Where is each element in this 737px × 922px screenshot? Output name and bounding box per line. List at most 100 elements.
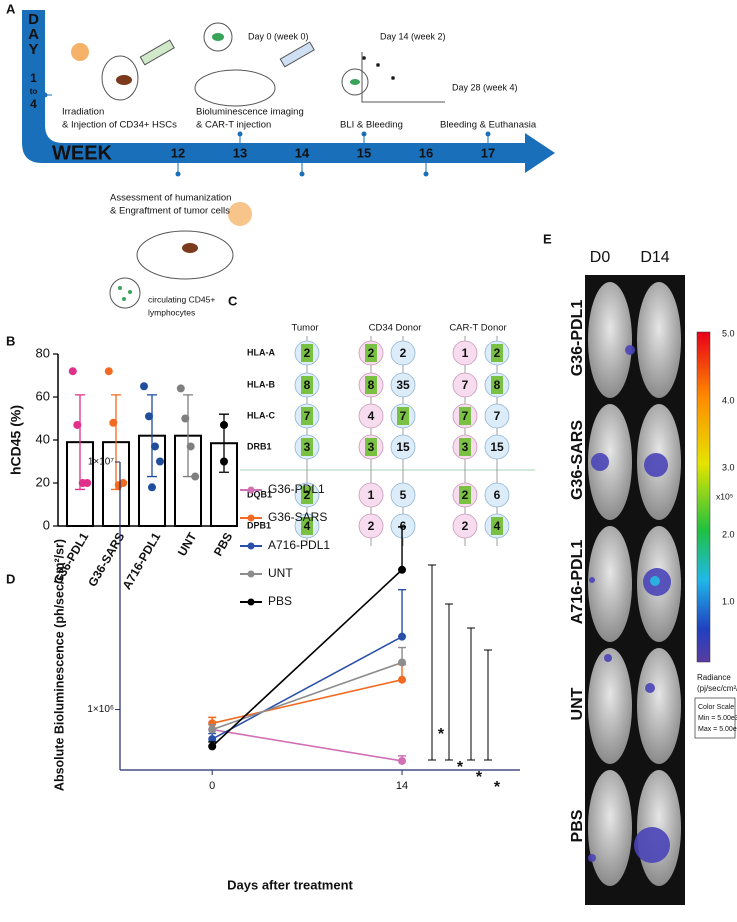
group-label: G36-PDL1 xyxy=(569,300,586,377)
data-point xyxy=(398,632,407,641)
data-point xyxy=(398,756,407,765)
colorbar-tick-label: 3.0 xyxy=(722,462,735,472)
data-point xyxy=(186,442,195,451)
allele: 2 xyxy=(304,488,311,502)
match-highlight xyxy=(301,407,313,425)
group-label: PBS xyxy=(569,809,586,842)
week-number: 17 xyxy=(481,145,495,160)
week-number: 13 xyxy=(233,145,247,160)
allele: 7 xyxy=(494,409,501,423)
bar xyxy=(210,442,238,528)
week-dot xyxy=(423,171,429,177)
allele-circle xyxy=(452,340,478,366)
series-line xyxy=(211,569,403,747)
data-point xyxy=(220,457,228,466)
row-label: DPB1 xyxy=(247,520,271,530)
data-point xyxy=(208,719,217,728)
match-highlight xyxy=(491,344,503,362)
match-highlight xyxy=(491,517,503,535)
significance-bracket xyxy=(467,627,475,761)
allele: 7 xyxy=(400,409,407,423)
row-label: DQB1 xyxy=(247,489,272,499)
allele: 4 xyxy=(304,519,311,533)
event-text: & CAR-T injection xyxy=(196,120,271,131)
allele: 2 xyxy=(462,519,469,533)
mouse xyxy=(588,770,632,886)
y-tick-label: 80 xyxy=(36,345,50,360)
column-header: CD34 Donor xyxy=(369,323,422,334)
mouse xyxy=(588,526,632,642)
bli-day: Day 0 (week 0) xyxy=(248,31,309,41)
event-text: lymphocytes xyxy=(148,307,195,317)
significance-star: * xyxy=(476,769,483,786)
match-highlight xyxy=(301,486,313,504)
day-letter: A xyxy=(28,26,39,43)
group-label: A716-PDL1 xyxy=(569,540,586,625)
day-range: 1 xyxy=(30,71,37,85)
panel-label: E xyxy=(543,231,552,246)
illustrations xyxy=(71,22,445,309)
y-axis-label: Absolute Bioluminescence (ph/sec/cm²/sr) xyxy=(52,539,66,791)
mouse xyxy=(588,404,632,520)
y-tick-label: 40 xyxy=(36,431,50,446)
allele: 4 xyxy=(368,409,375,423)
color-bar xyxy=(696,331,711,663)
series-line xyxy=(211,661,403,731)
mouse xyxy=(588,648,632,764)
allele: 7 xyxy=(304,409,311,423)
allele-circle xyxy=(390,482,416,508)
colorbar-tick-label: 2.0 xyxy=(722,529,735,539)
error-bar xyxy=(111,394,121,491)
x-tick-label: UNT xyxy=(175,530,200,559)
week-dot xyxy=(237,131,243,137)
week-dot xyxy=(361,131,367,137)
data-point xyxy=(83,479,92,487)
event-text: BLI & Bleeding xyxy=(340,120,403,131)
allele-circle xyxy=(452,372,478,398)
week-dot xyxy=(299,171,305,177)
y-tick-label: 1×10⁶ xyxy=(87,704,114,715)
error-bar xyxy=(398,588,407,637)
event-text: & Engraftment of tumor cells xyxy=(110,206,230,217)
signal-blob xyxy=(591,453,609,471)
allele-circle xyxy=(358,403,384,429)
y-tick-label: 20 xyxy=(36,474,50,489)
allele: 7 xyxy=(462,378,469,392)
allele: 3 xyxy=(368,440,375,454)
data-point xyxy=(140,382,148,391)
allele: 2 xyxy=(494,346,501,360)
allele: 1 xyxy=(368,488,375,502)
signal-blob xyxy=(625,345,635,355)
data-point xyxy=(73,420,82,429)
data-point xyxy=(109,418,118,427)
allele-circle xyxy=(484,482,510,508)
legend-marker xyxy=(247,542,255,550)
data-point xyxy=(191,472,200,481)
colorbar-multiplier: x10⁵ xyxy=(716,491,733,501)
allele-circle xyxy=(358,513,384,539)
match-highlight xyxy=(459,407,471,425)
week-dot xyxy=(485,131,491,137)
match-highlight xyxy=(365,376,377,394)
error-bar xyxy=(75,394,85,491)
data-point xyxy=(176,384,185,393)
series-line xyxy=(211,635,403,740)
colorbar-title: (pj/sec/cm²/sr) xyxy=(697,684,737,693)
allele: 8 xyxy=(494,378,501,392)
match-highlight xyxy=(365,438,377,456)
data-point xyxy=(104,367,113,376)
week-number: 12 xyxy=(171,145,185,160)
legend-marker xyxy=(247,598,255,606)
match-highlight xyxy=(491,376,503,394)
color-scale-text: Min = 5.00e3 xyxy=(698,715,737,722)
allele: 2 xyxy=(368,346,375,360)
allele-circle xyxy=(484,403,510,429)
bli-day: Day 14 (week 2) xyxy=(380,31,446,41)
event-text: circulating CD45+ xyxy=(148,294,215,304)
significance-star: * xyxy=(494,779,501,796)
match-highlight xyxy=(365,344,377,362)
timeline-arrow xyxy=(22,10,555,173)
allele-circle xyxy=(390,340,416,366)
significance-bracket xyxy=(445,603,453,761)
allele: 2 xyxy=(304,346,311,360)
